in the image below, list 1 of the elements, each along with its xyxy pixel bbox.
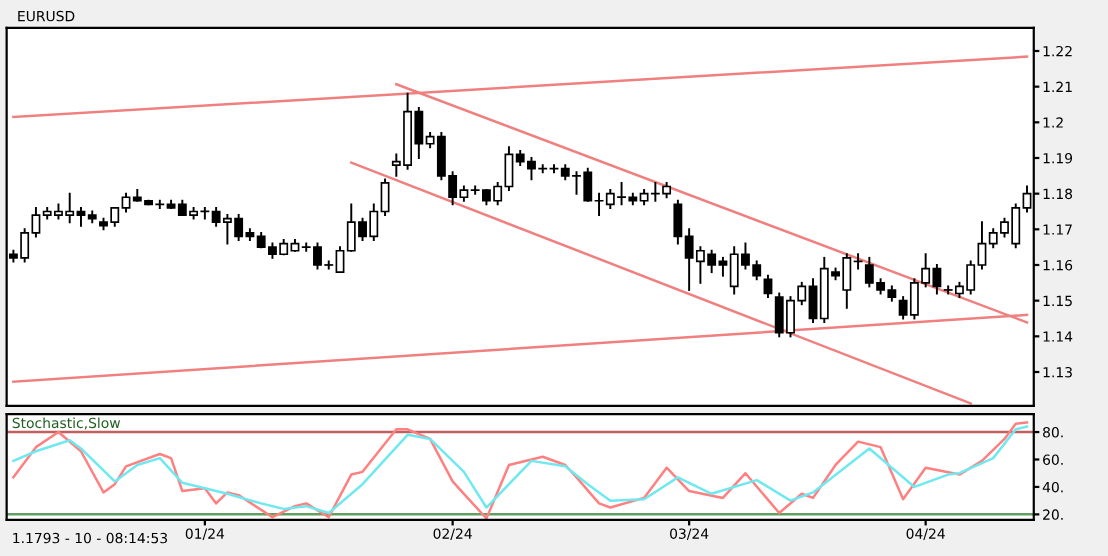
candlestick xyxy=(763,274,773,299)
